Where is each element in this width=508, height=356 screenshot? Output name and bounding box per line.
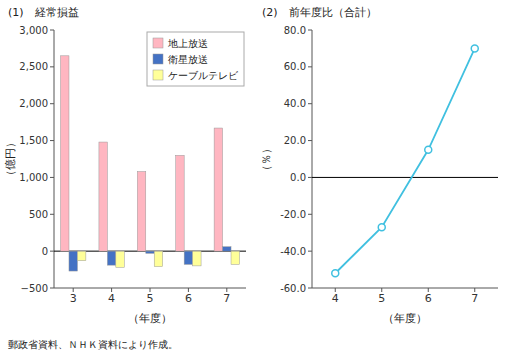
x-axis-label: （年度） — [383, 312, 427, 325]
y-axis-label: （億円） — [4, 137, 17, 181]
bar — [223, 247, 231, 251]
bar — [137, 172, 145, 252]
point — [378, 224, 385, 231]
point — [425, 146, 432, 153]
zero-line — [312, 177, 498, 178]
footnote: 郵政省資料、ＮＨＫ資料により作成。 — [8, 339, 178, 350]
bar — [107, 251, 115, 265]
plot-area — [61, 56, 240, 271]
title: (1) 経常損益 — [8, 6, 79, 19]
y-tick — [308, 214, 312, 215]
y-tick — [308, 177, 312, 178]
y-tick-label: -20.0 — [280, 209, 306, 220]
y-tick — [308, 30, 312, 31]
bar — [214, 128, 222, 251]
y-axis-line — [312, 30, 313, 288]
y-tick-label: -60.0 — [280, 283, 306, 294]
x-tick-label: 4 — [108, 292, 115, 305]
y-tick — [50, 177, 54, 178]
x-tick-label: 6 — [425, 292, 432, 305]
y-axis-line — [54, 30, 55, 288]
legend-swatch — [153, 54, 163, 64]
bar — [176, 155, 184, 251]
figure: (1) 経常損益 −500 0 500 1,000 1,500 2,000 2,500 3,00… — [0, 0, 508, 356]
y-tick-label: 2,500 — [19, 61, 48, 72]
y-tick — [50, 251, 54, 252]
y-tick — [50, 30, 54, 31]
bar — [154, 251, 162, 266]
y-tick-label: −500 — [21, 283, 48, 294]
x-tick-label: 4 — [332, 292, 339, 305]
x-tick-label: 5 — [147, 292, 154, 305]
bar — [61, 56, 69, 251]
y-tick-label: 80.0 — [284, 25, 306, 36]
legend-label: 衛星放送 — [168, 54, 208, 65]
bar — [193, 251, 201, 266]
x-tick-label: 7 — [223, 292, 230, 305]
y-tick-label: 40.0 — [284, 98, 306, 109]
x-tick-label: 3 — [70, 292, 77, 305]
legend-swatch — [153, 70, 163, 80]
y-tick-label: 0 — [42, 246, 48, 257]
y-tick — [50, 288, 54, 289]
legend: 地上放送衛星放送ケーブルテレビ — [147, 32, 244, 86]
y-tick — [308, 66, 312, 67]
x-axis-label: （年度） — [128, 312, 172, 325]
y-tick — [308, 103, 312, 104]
y-tick-label: 2,000 — [19, 98, 48, 109]
y-tick-label: 1,000 — [19, 172, 48, 183]
legend-box — [147, 32, 244, 86]
y-tick — [50, 66, 54, 67]
bar — [231, 251, 239, 264]
y-tick-label: 0.0 — [290, 172, 306, 183]
y-tick — [50, 214, 54, 215]
x-tick-label: 7 — [471, 292, 478, 305]
x-tick-label: 6 — [185, 292, 192, 305]
legend-swatch — [153, 38, 163, 48]
y-tick-label: 60.0 — [284, 61, 306, 72]
legend-label: 地上放送 — [167, 38, 208, 49]
y-tick — [50, 140, 54, 141]
bar — [184, 251, 192, 264]
x-axis-line — [312, 288, 498, 289]
y-tick-label: 1,500 — [19, 135, 48, 146]
bar — [99, 142, 107, 251]
x-tick-label: 5 — [378, 292, 385, 305]
y-tick-label: 20.0 — [284, 135, 306, 146]
point — [332, 270, 339, 277]
plot-area — [332, 45, 479, 277]
point — [471, 45, 478, 52]
y-tick — [308, 140, 312, 141]
y-tick — [308, 288, 312, 289]
y-tick-label: 500 — [29, 209, 48, 220]
legend-label: ケーブルテレビ — [168, 70, 239, 81]
y-axis-label: （％） — [260, 143, 273, 176]
line — [335, 48, 475, 273]
y-tick — [50, 103, 54, 104]
y-tick-label: -40.0 — [280, 246, 306, 257]
y-tick — [308, 251, 312, 252]
bar — [146, 251, 154, 253]
bar — [69, 251, 77, 271]
title: (2) 前年度比（合計） — [262, 6, 377, 19]
bar — [77, 251, 85, 261]
bar — [116, 251, 124, 267]
y-tick-label: 3,000 — [19, 25, 48, 36]
